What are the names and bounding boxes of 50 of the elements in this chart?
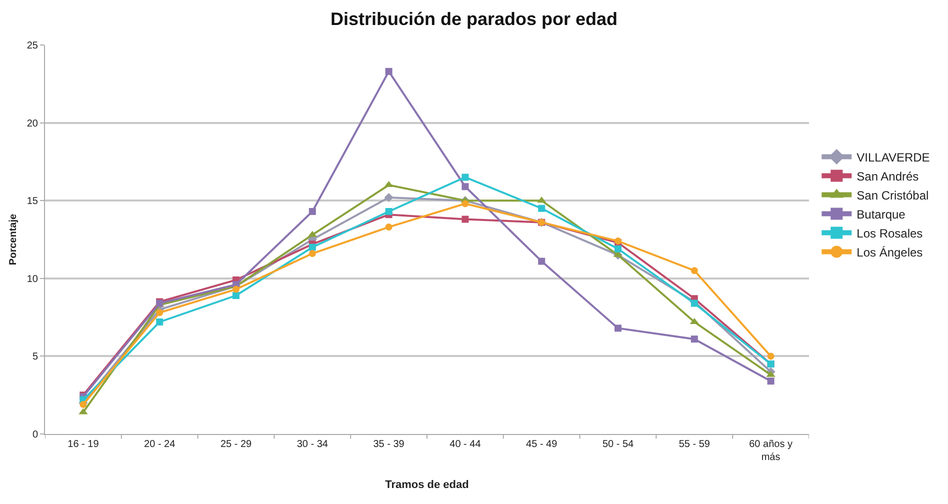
point (308, 250, 316, 257)
y-tick-label: 0 (32, 430, 38, 440)
y-tick-label: 20 (26, 118, 38, 130)
y-axis-title: Porcentaje (8, 214, 19, 266)
x-axis-title: Tramos de edad (385, 479, 469, 492)
point (462, 183, 469, 190)
point (232, 292, 240, 300)
legend-label: Los Ángeles (856, 245, 923, 260)
legend-label: VILLAVERDE (856, 150, 930, 164)
point (385, 224, 392, 231)
point (308, 208, 316, 215)
point (614, 324, 622, 332)
point (80, 400, 87, 408)
x-tick-label: 40 - 44 (450, 439, 482, 450)
point (462, 174, 469, 181)
point (767, 378, 774, 385)
legend-label: Los Rosales (856, 226, 923, 240)
point (385, 68, 392, 75)
point (614, 245, 622, 252)
point (308, 244, 316, 251)
point (384, 192, 394, 202)
y-tick-label: 5 (32, 352, 38, 363)
point (232, 286, 240, 293)
point (538, 204, 546, 212)
y-tick-label: 15 (26, 196, 38, 208)
point (690, 300, 698, 307)
point (462, 216, 469, 223)
point (462, 200, 469, 208)
y-tick-label: 25 (26, 40, 38, 52)
x-tick-label: 35 - 39 (373, 439, 405, 450)
x-tick-label: 30 - 34 (296, 439, 328, 450)
point (690, 267, 698, 274)
x-tick-label: 45 - 49 (526, 439, 558, 450)
point (385, 208, 392, 215)
x-tick-label: 55 - 59 (678, 439, 710, 450)
x-tick-label: 25 - 29 (220, 439, 252, 450)
x-tick-label: 20 - 24 (144, 439, 176, 450)
x-tick-label: 60 años y más (749, 439, 792, 463)
point (538, 258, 546, 265)
legend-label: Butarque (856, 207, 906, 222)
x-tick-label: 16 - 19 (68, 439, 100, 450)
point (690, 336, 698, 343)
y-tick-label: 10 (26, 274, 38, 285)
x-tick-label: 50 - 54 (602, 439, 634, 450)
point (156, 309, 164, 316)
point (156, 318, 164, 326)
legend-label: San Cristóbal (856, 188, 929, 202)
point (767, 352, 774, 360)
legend-label: San Andrés (856, 169, 919, 184)
chart-title: Distribución de parados por edad (330, 9, 618, 30)
